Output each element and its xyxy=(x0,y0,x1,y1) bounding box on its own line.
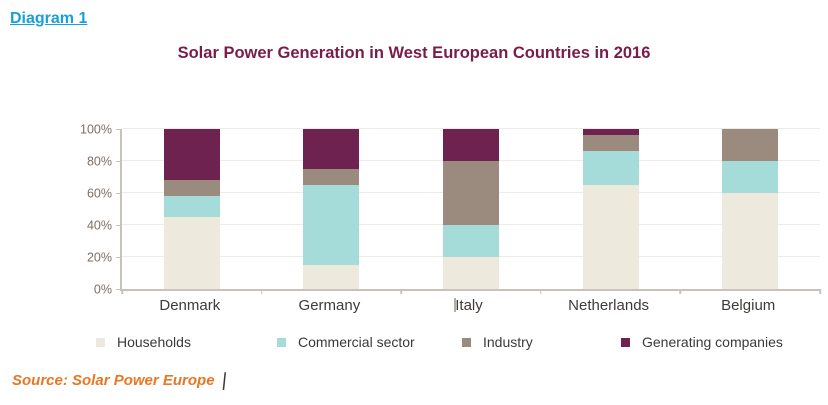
bar-segment-industry xyxy=(443,161,499,225)
x-axis-labels: Denmark Germany Italy Netherlands Belgium xyxy=(120,297,818,317)
bar-segment-households xyxy=(582,185,639,289)
y-axis-tick-label: 60% xyxy=(86,185,112,200)
diagram-link[interactable]: Diagram 1 xyxy=(10,10,88,27)
bar-segment-commercial-sector xyxy=(582,151,639,185)
y-axis-tick xyxy=(116,224,122,226)
y-axis-tick-label: 20% xyxy=(86,249,112,264)
category-label-denmark: Denmark xyxy=(159,297,221,314)
stacked-bar-belgium xyxy=(722,129,779,289)
bar-segment-households xyxy=(443,257,499,289)
bar-segment-households xyxy=(163,217,220,289)
legend-swatch-icon xyxy=(96,337,105,347)
stacked-bar-denmark xyxy=(163,129,220,289)
legend-item-commercial-sector: Commercial sector xyxy=(277,334,415,350)
x-axis-tick xyxy=(819,289,821,294)
bar-segment-generating-companies xyxy=(582,129,639,136)
category-label-netherlands: Netherlands xyxy=(568,297,650,314)
legend-swatch-icon xyxy=(462,337,471,347)
bar-segment-households xyxy=(722,193,779,289)
y-axis-tick xyxy=(116,256,122,258)
stacked-bar-germany xyxy=(303,129,360,289)
legend-swatch-icon xyxy=(277,337,286,347)
category-label-italy: Italy xyxy=(455,297,483,314)
stacked-bar-netherlands xyxy=(582,129,639,289)
legend-swatch-icon xyxy=(621,337,630,347)
chart-legend: Households Commercial sector Industry Gener… xyxy=(0,334,828,354)
stacked-bar-italy xyxy=(443,129,499,289)
bar-segment-industry xyxy=(722,129,779,161)
legend-item-industry: Industry xyxy=(462,334,533,350)
bar-segment-commercial-sector xyxy=(303,185,360,265)
y-axis-tick-label: 80% xyxy=(86,153,112,168)
gridline xyxy=(122,128,820,129)
bar-segment-commercial-sector xyxy=(163,196,220,217)
chart-title: Solar Power Generation in West European … xyxy=(177,44,651,62)
bar-segment-industry xyxy=(582,135,639,152)
y-axis-tick-label: 40% xyxy=(86,217,112,232)
legend-item-households: Households xyxy=(96,334,191,350)
text-cursor-artifact xyxy=(454,298,456,312)
bar-segment-generating-companies xyxy=(443,129,499,161)
text-caret: | xyxy=(220,370,228,391)
bar-segment-generating-companies xyxy=(163,129,220,181)
x-axis-tick xyxy=(679,289,682,294)
y-axis-tick xyxy=(116,160,122,162)
bar-segment-industry xyxy=(303,169,360,185)
y-axis-tick-label: 100% xyxy=(80,121,112,136)
plot-area: 0% 20% 40% 60% 80% 100% xyxy=(80,123,821,295)
x-axis-tick xyxy=(540,289,542,294)
category-label-belgium: Belgium xyxy=(721,297,776,314)
bar-segment-commercial-sector xyxy=(443,225,499,257)
legend-label: Industry xyxy=(483,334,533,350)
x-axis-tick xyxy=(400,289,402,294)
legend-label: Households xyxy=(117,334,191,350)
category-label-germany: Germany xyxy=(298,297,361,314)
legend-label: Generating companies xyxy=(642,334,783,350)
bar-segment-commercial-sector xyxy=(722,161,779,193)
x-axis-tick xyxy=(260,289,263,294)
legend-item-generating-companies: Generating companies xyxy=(621,334,783,350)
y-axis-tick xyxy=(116,288,122,290)
y-axis-tick xyxy=(116,192,122,194)
legend-label: Commercial sector xyxy=(298,334,415,350)
bar-segment-households xyxy=(303,265,360,289)
source-line: Source: Solar Power Europe | xyxy=(12,370,228,391)
bar-segment-industry xyxy=(163,180,220,197)
source-text: Source: Solar Power Europe xyxy=(12,372,215,389)
y-axis-tick-label: 0% xyxy=(93,281,112,296)
y-axis-tick xyxy=(116,128,122,130)
x-axis-tick xyxy=(121,289,123,294)
bar-segment-generating-companies xyxy=(303,129,360,169)
